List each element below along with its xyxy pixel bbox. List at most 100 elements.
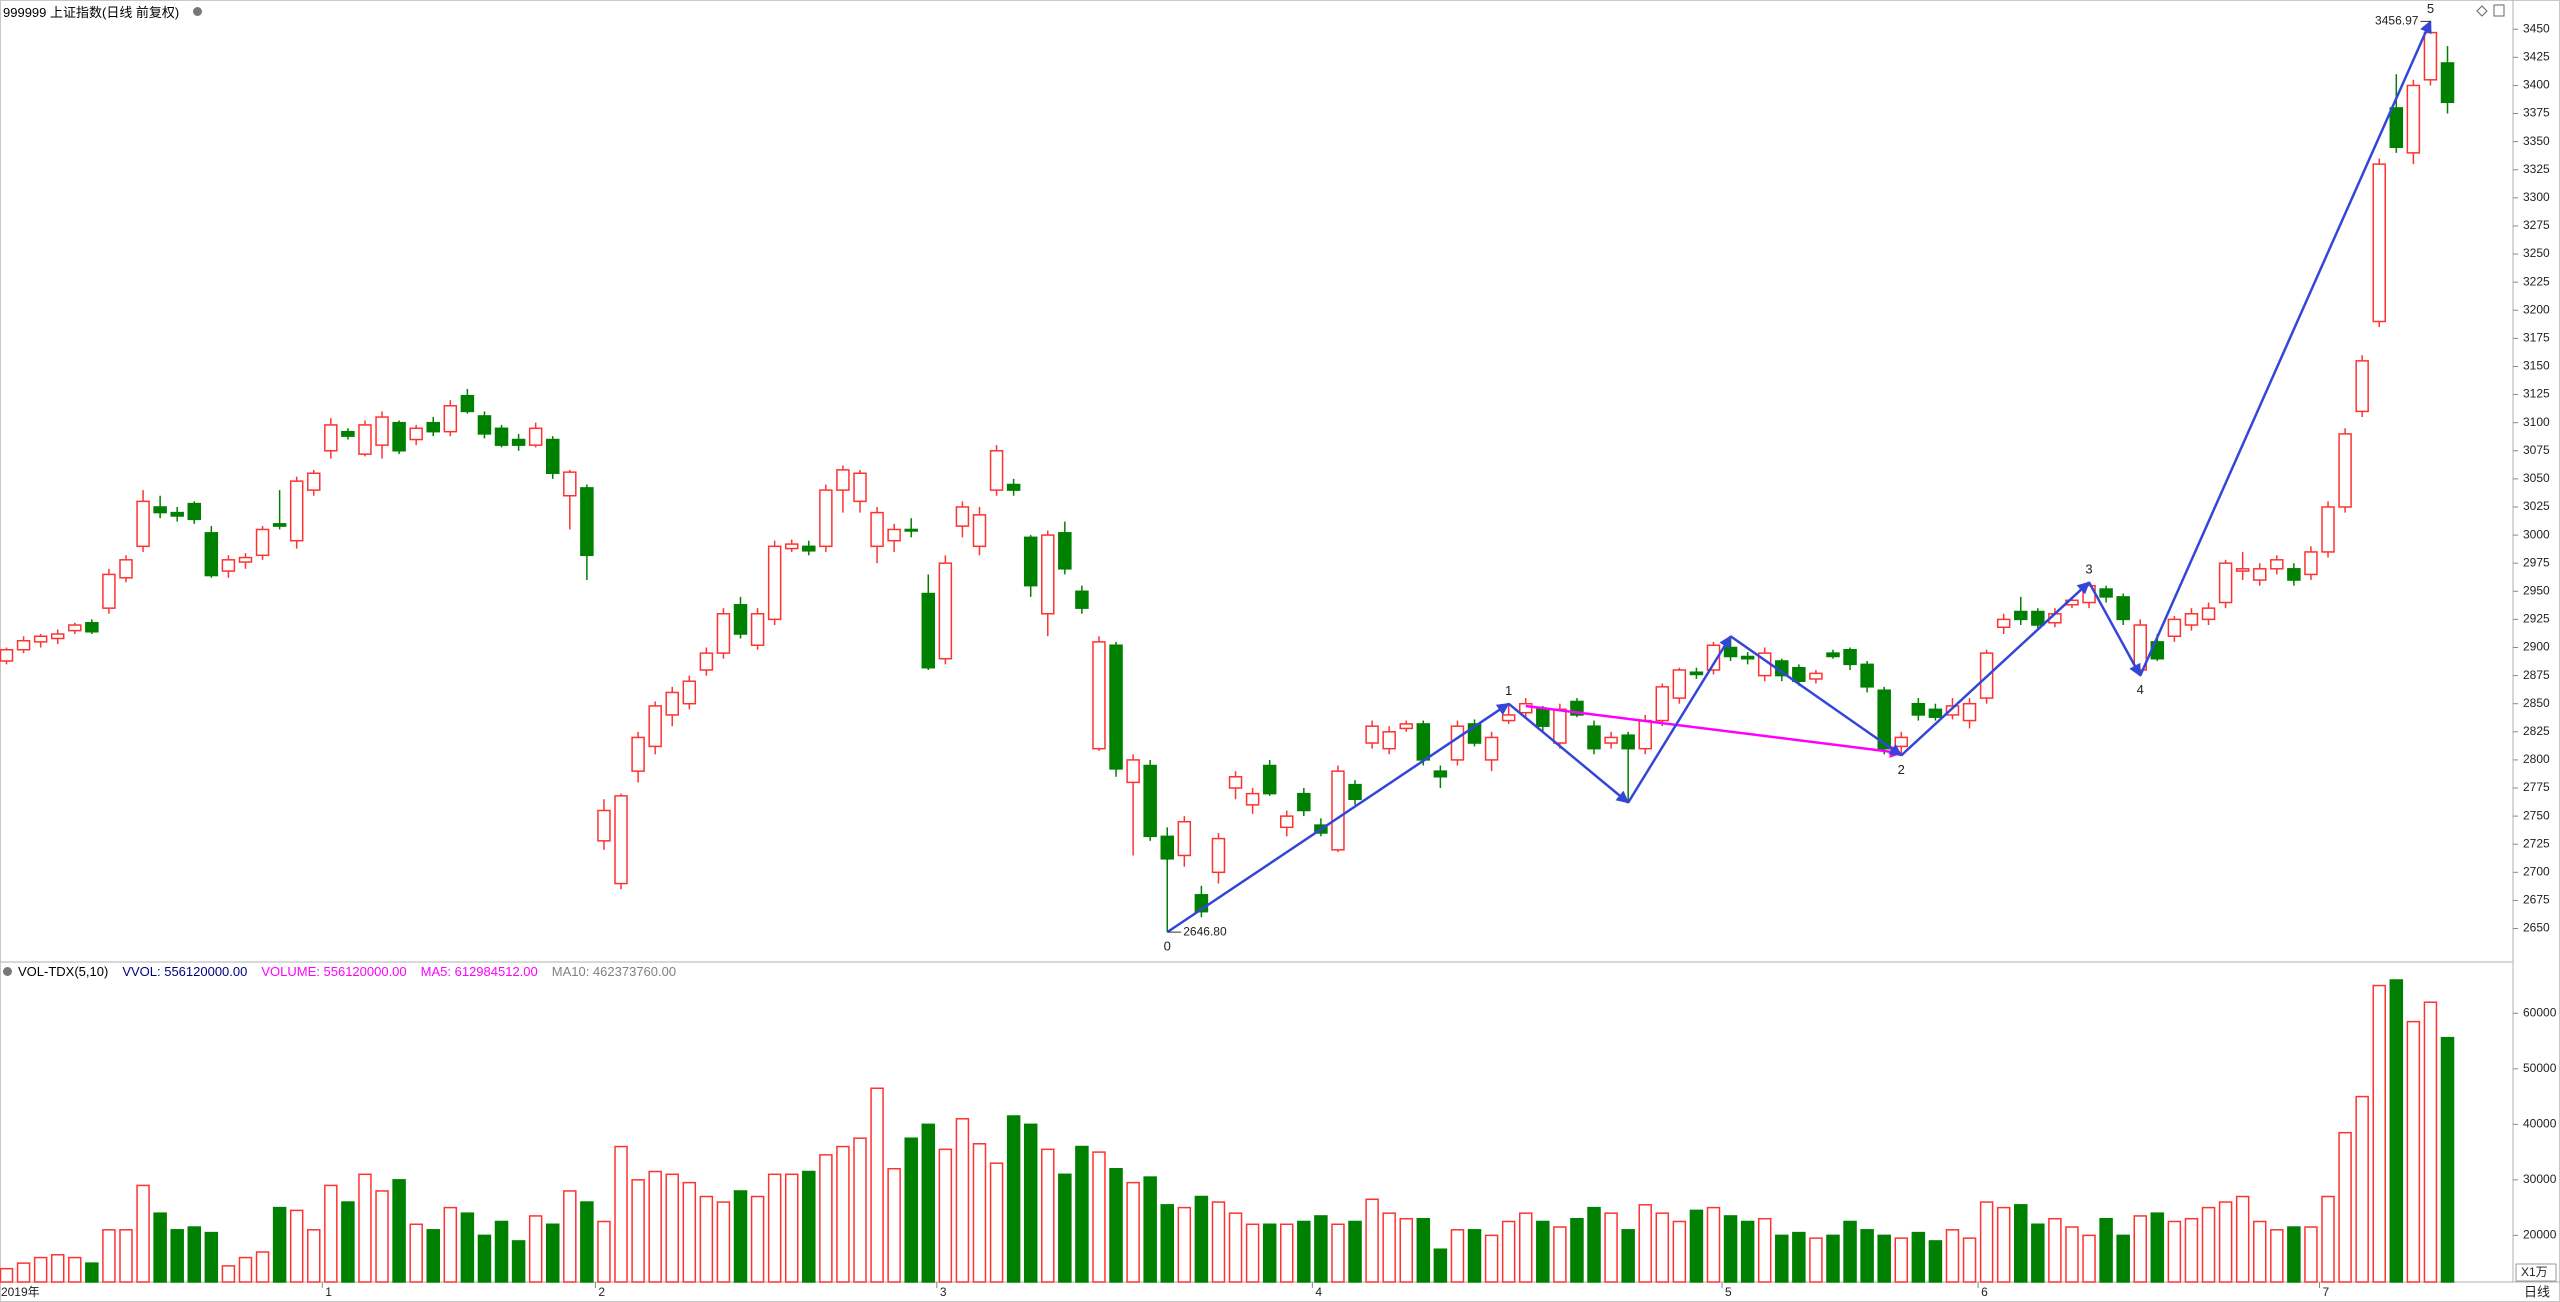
y-tick-label: 2800 — [2523, 752, 2550, 766]
y-tick-label: 2950 — [2523, 583, 2550, 597]
volume-bar — [2201, 1206, 2216, 1283]
candle-body — [238, 556, 253, 563]
volume-header: VOL-TDX(5,10) VVOL: 556120000.00 VOLUME: … — [3, 964, 676, 979]
candle-body — [563, 471, 577, 497]
candle-body — [1740, 655, 1755, 660]
y-tick-label: 2975 — [2523, 555, 2550, 569]
y-tick-label: 3125 — [2523, 387, 2550, 401]
volume-bar — [631, 1179, 645, 1283]
candle-body — [375, 416, 389, 446]
y-tick-label: 2825 — [2523, 724, 2550, 738]
candle-body — [1041, 534, 1055, 615]
candle-body — [1109, 644, 1123, 770]
volume-bar — [1126, 1181, 1140, 1283]
volume-bar — [2116, 1234, 2130, 1283]
candle-body — [204, 532, 219, 577]
x-tick-label: 2019年 — [1, 1285, 40, 1299]
volume-bar — [2304, 1226, 2318, 1283]
settings-icon[interactable] — [193, 7, 203, 16]
y-tick-label: 2700 — [2523, 864, 2550, 878]
y-tick-label: 3175 — [2523, 331, 2550, 345]
candle-body — [0, 648, 14, 662]
volume-bar — [1280, 1223, 1294, 1283]
volume-bar — [1570, 1217, 1584, 1283]
volume-bar — [733, 1190, 748, 1283]
volume-bar — [375, 1190, 389, 1283]
candle-body — [2014, 610, 2028, 621]
volume-bar — [1177, 1206, 1192, 1283]
y-tick-label: 30000 — [2523, 1172, 2557, 1186]
volume-bar — [289, 1209, 304, 1283]
volume-bar — [1331, 1223, 1345, 1283]
candle-body — [528, 427, 543, 446]
volume-bar — [1723, 1215, 1738, 1283]
y-tick-label: 2775 — [2523, 780, 2550, 794]
volume-bar — [409, 1223, 423, 1283]
wave-label: 2 — [1898, 762, 1905, 777]
volume-bar — [272, 1206, 287, 1283]
y-tick-label: 2725 — [2523, 836, 2550, 850]
candle-body — [289, 480, 304, 542]
candle-body — [2321, 506, 2335, 553]
wave-line — [1166, 702, 1510, 934]
candle-body — [1638, 719, 1652, 750]
candle-body — [324, 424, 338, 452]
wave-line — [1900, 581, 2090, 757]
volume-bar — [255, 1251, 270, 1283]
icon-window[interactable] — [2493, 4, 2505, 17]
volume-bar — [1843, 1220, 1857, 1283]
settings-icon[interactable] — [3, 967, 12, 976]
candle-body — [2355, 360, 2369, 413]
candle-body — [1792, 666, 1806, 682]
candle-body — [2252, 568, 2267, 581]
candle-body — [1075, 590, 1089, 609]
candle-body — [341, 430, 355, 437]
wave-label: 4 — [2137, 682, 2144, 697]
candle-body — [1928, 708, 1943, 718]
wave-line — [1627, 635, 1732, 804]
candle-body — [1365, 725, 1379, 744]
volume-bar — [1160, 1204, 1175, 1283]
extreme-label: 3456.97 — [2375, 14, 2419, 28]
icon-diamond[interactable] — [2476, 5, 2488, 17]
volume-bar — [784, 1173, 799, 1283]
x-tick-label: 3 — [940, 1285, 947, 1299]
candle-body — [614, 795, 628, 885]
price-header: 999999 上证指数(日线 前复权) — [3, 2, 203, 21]
volume-bar — [921, 1123, 936, 1283]
volume-bar — [2218, 1201, 2233, 1283]
candle-body — [972, 514, 987, 548]
candle-body — [1450, 725, 1465, 761]
candle-body — [1604, 736, 1618, 744]
volume-bar — [1194, 1195, 1209, 1283]
y-tick-label: 3075 — [2523, 443, 2550, 457]
candle-body — [170, 511, 184, 517]
trend-line — [1525, 704, 1903, 758]
candle-body — [853, 472, 867, 503]
candle-body — [2389, 107, 2404, 149]
period-label: 日线 — [2524, 1284, 2550, 1299]
volume-bar — [1757, 1217, 1772, 1283]
wave-label: 0 — [1164, 939, 1171, 954]
candle-body — [119, 559, 133, 579]
volume-bar — [955, 1118, 970, 1283]
candle-body — [1348, 783, 1362, 801]
candle-body — [733, 604, 748, 635]
candle-body — [460, 394, 475, 413]
volume-bar — [716, 1201, 731, 1283]
wave-label: 5 — [2427, 1, 2434, 16]
volume-bar — [2082, 1234, 2096, 1283]
volume-bar — [2167, 1220, 2182, 1283]
candle-body — [1228, 776, 1243, 789]
candle-body — [16, 639, 31, 651]
volume-bar — [767, 1173, 782, 1283]
volume-bar — [819, 1154, 833, 1283]
candle-body — [1211, 837, 1226, 874]
volume-bar — [2031, 1223, 2045, 1283]
y-tick-label: 3275 — [2523, 218, 2550, 232]
volume-bar — [1365, 1198, 1379, 1283]
legend-entry: VVOL: 556120000.00 — [122, 964, 248, 979]
volume-bar — [1775, 1234, 1789, 1283]
candle-body — [750, 613, 765, 646]
volume-bar — [358, 1173, 372, 1283]
